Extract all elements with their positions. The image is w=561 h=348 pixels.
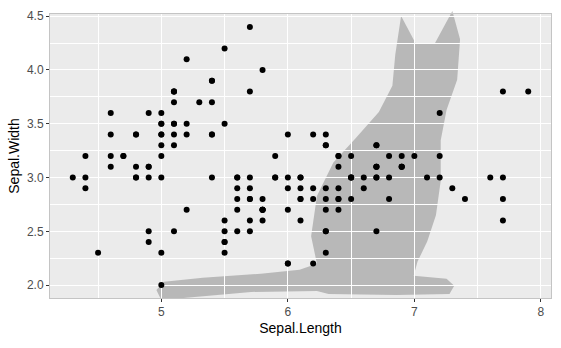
- svg-text:Sepal.Length: Sepal.Length: [259, 320, 342, 336]
- svg-text:3.5: 3.5: [27, 117, 44, 131]
- svg-text:8: 8: [538, 305, 545, 319]
- svg-text:2.5: 2.5: [27, 225, 44, 239]
- svg-text:6: 6: [285, 305, 292, 319]
- svg-text:5: 5: [158, 305, 165, 319]
- svg-text:3.0: 3.0: [27, 171, 44, 185]
- svg-text:4.0: 4.0: [27, 63, 44, 77]
- svg-text:7: 7: [411, 305, 418, 319]
- svg-text:Sepal.Width: Sepal.Width: [6, 118, 22, 193]
- svg-text:4.5: 4.5: [27, 9, 44, 23]
- svg-text:2.0: 2.0: [27, 278, 44, 292]
